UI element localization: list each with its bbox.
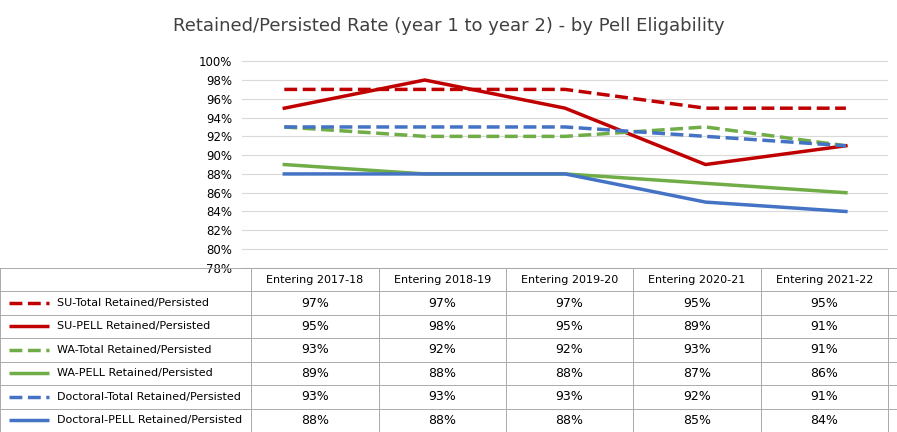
Text: Entering 2018-19: Entering 2018-19 [394,275,491,285]
Text: 91%: 91% [811,391,838,403]
Text: 86%: 86% [810,367,839,380]
Text: Entering 2019-20: Entering 2019-20 [521,275,618,285]
Text: Doctoral-PELL Retained/Persisted: Doctoral-PELL Retained/Persisted [57,415,241,425]
Text: 97%: 97% [555,296,584,309]
Text: Entering 2021-22: Entering 2021-22 [776,275,873,285]
Text: 84%: 84% [810,414,839,427]
Text: 98%: 98% [428,320,457,333]
Text: 95%: 95% [810,296,839,309]
Text: 93%: 93% [301,391,328,403]
Text: 92%: 92% [556,343,583,356]
Text: Entering 2017-18: Entering 2017-18 [266,275,363,285]
Text: SU-Total Retained/Persisted: SU-Total Retained/Persisted [57,298,208,308]
Text: WA-PELL Retained/Persisted: WA-PELL Retained/Persisted [57,368,213,378]
Text: 97%: 97% [428,296,457,309]
Text: WA-Total Retained/Persisted: WA-Total Retained/Persisted [57,345,211,355]
Text: Doctoral-Total Retained/Persisted: Doctoral-Total Retained/Persisted [57,392,240,402]
Text: 92%: 92% [429,343,456,356]
Text: 88%: 88% [428,367,457,380]
Text: 89%: 89% [683,320,711,333]
Text: 97%: 97% [300,296,329,309]
Text: SU-PELL Retained/Persisted: SU-PELL Retained/Persisted [57,321,210,331]
Text: 93%: 93% [301,343,328,356]
Text: 88%: 88% [555,367,584,380]
Text: 89%: 89% [300,367,329,380]
Text: 87%: 87% [683,367,711,380]
Text: 95%: 95% [555,320,584,333]
Text: 85%: 85% [683,414,711,427]
Text: 91%: 91% [811,320,838,333]
Text: 92%: 92% [684,391,710,403]
Text: 88%: 88% [428,414,457,427]
Text: 88%: 88% [555,414,584,427]
Text: 93%: 93% [684,343,710,356]
Text: 95%: 95% [683,296,711,309]
Text: Retained/Persisted Rate (year 1 to year 2) - by Pell Eligability: Retained/Persisted Rate (year 1 to year … [173,17,724,35]
Text: 95%: 95% [300,320,329,333]
Text: 93%: 93% [556,391,583,403]
Text: 91%: 91% [811,343,838,356]
Text: 93%: 93% [429,391,456,403]
Text: 88%: 88% [300,414,329,427]
Text: Entering 2020-21: Entering 2020-21 [649,275,745,285]
